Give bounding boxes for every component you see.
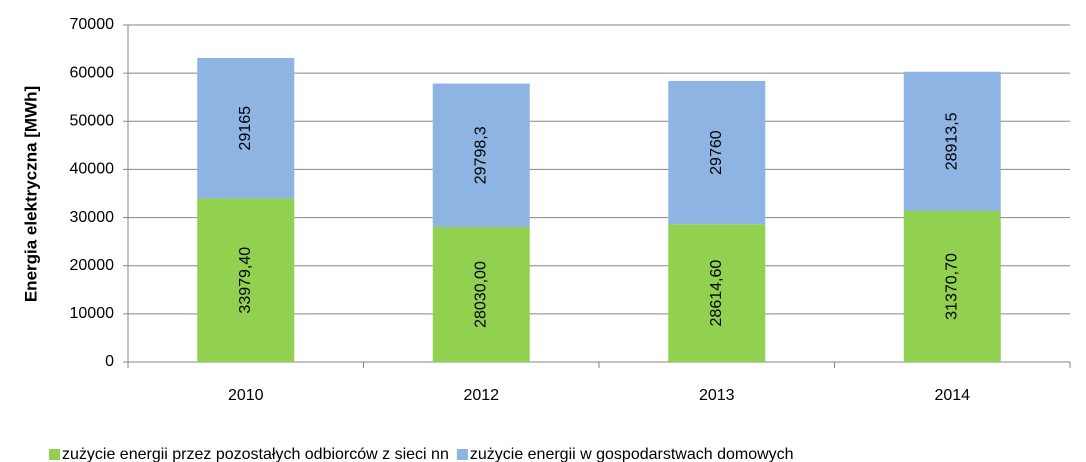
bar-segment bbox=[668, 224, 766, 362]
legend-label: zużycie energii przez pozostałych odbior… bbox=[62, 446, 449, 462]
data-label: 28614,60 bbox=[708, 260, 725, 327]
y-tick-label: 30000 bbox=[70, 209, 115, 226]
data-label: 29165 bbox=[237, 106, 254, 151]
x-tick-label: 2012 bbox=[463, 387, 499, 404]
y-tick-label: 60000 bbox=[70, 64, 115, 81]
bar-segment bbox=[668, 80, 766, 225]
bar-segment bbox=[197, 58, 295, 199]
x-tick-label: 2014 bbox=[934, 387, 970, 404]
legend-swatch bbox=[49, 449, 60, 460]
legend-swatch bbox=[456, 449, 468, 460]
data-label: 29798,3 bbox=[472, 126, 489, 184]
y-tick-label: 20000 bbox=[70, 257, 115, 274]
bar-segment bbox=[903, 210, 1001, 362]
data-label: 28030,00 bbox=[472, 261, 489, 328]
x-tick-label: 2010 bbox=[228, 387, 264, 404]
x-tick-label: 2013 bbox=[699, 387, 735, 404]
bar-segment bbox=[903, 71, 1001, 211]
data-label: 29760 bbox=[708, 130, 725, 175]
data-label: 28913,5 bbox=[943, 112, 960, 170]
bar-segment bbox=[432, 83, 530, 228]
data-label: 33979,40 bbox=[237, 247, 254, 314]
y-tick-label: 50000 bbox=[70, 113, 115, 130]
y-tick-label: 40000 bbox=[70, 161, 115, 178]
y-tick-label: 10000 bbox=[70, 305, 115, 322]
y-tick-label: 70000 bbox=[70, 16, 115, 33]
data-label: 31370,70 bbox=[943, 253, 960, 320]
y-axis-label: Energia elektryczna [MWh] bbox=[21, 86, 40, 302]
bar-segment bbox=[197, 198, 295, 362]
legend-label: zużycie energii w gospodarstwach domowyc… bbox=[470, 446, 794, 462]
bar-segment bbox=[432, 227, 530, 362]
y-tick-label: 0 bbox=[105, 353, 114, 370]
